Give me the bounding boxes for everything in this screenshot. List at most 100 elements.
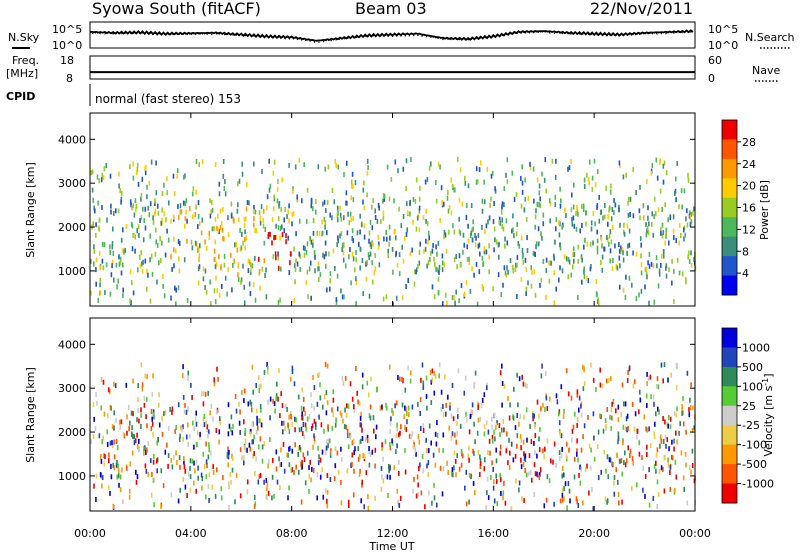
velocity-cell — [352, 492, 355, 498]
velocity-cell — [608, 377, 610, 383]
velocity-cell — [234, 393, 237, 399]
power-cell — [298, 157, 301, 163]
velocity-cell — [538, 475, 541, 481]
velocity-cell — [312, 375, 314, 380]
power-cell — [613, 210, 615, 215]
velocity-cell — [646, 381, 648, 387]
velocity-cell — [691, 448, 694, 454]
velocity-cell — [468, 445, 470, 451]
power-cell — [586, 241, 588, 247]
velocity-cell — [117, 473, 120, 479]
velocity-cell — [251, 407, 253, 413]
power-cell — [129, 164, 131, 170]
velocity-cell — [187, 441, 189, 447]
x-tick-label: 12:00 — [377, 527, 409, 540]
velocity-cell — [256, 408, 258, 414]
velocity-cell — [617, 436, 620, 442]
velocity-cell — [271, 495, 273, 501]
power-cell — [237, 202, 239, 208]
velocity-cell — [483, 424, 486, 430]
velocity-cell — [205, 494, 207, 500]
velocity-cell — [472, 448, 474, 454]
velocity-cell — [623, 460, 625, 466]
power-cell — [154, 198, 156, 204]
power-cell — [543, 177, 546, 183]
colorbar-tick-label: -100 — [742, 439, 767, 452]
velocity-cell — [508, 415, 511, 421]
power-cell — [368, 254, 370, 260]
velocity-cell — [112, 462, 114, 468]
velocity-cell — [193, 480, 195, 486]
power-cell — [263, 240, 266, 246]
velocity-cell — [571, 437, 573, 443]
velocity-cell — [206, 427, 208, 433]
velocity-cell — [647, 427, 649, 433]
velocity-cell — [613, 475, 616, 480]
power-cell — [506, 179, 509, 185]
velocity-cell — [152, 431, 154, 437]
velocity-cell — [251, 439, 253, 445]
velocity-cell — [257, 375, 260, 381]
power-cell — [437, 161, 440, 167]
velocity-cell — [501, 381, 504, 386]
power-cell — [306, 187, 309, 193]
power-cell — [99, 282, 101, 288]
power-cell — [308, 266, 311, 272]
power-cell — [435, 244, 437, 250]
power-cell — [673, 235, 675, 240]
power-cell — [167, 237, 170, 243]
velocity-cell — [412, 488, 414, 494]
velocity-cell — [199, 431, 201, 437]
power-cell — [254, 255, 256, 261]
velocity-cell — [600, 414, 602, 420]
power-cell — [644, 284, 646, 290]
velocity-cell — [510, 506, 513, 512]
velocity-cell — [326, 498, 328, 504]
velocity-cell — [648, 502, 651, 508]
velocity-cell — [499, 370, 502, 376]
velocity-cell — [442, 432, 445, 438]
velocity-cell — [493, 412, 496, 418]
power-cell — [133, 212, 136, 218]
velocity-cell — [578, 407, 580, 413]
power-cell — [258, 269, 261, 274]
power-cell — [430, 161, 432, 167]
power-cell — [119, 256, 122, 262]
velocity-cell — [434, 431, 437, 437]
velocity-cell — [632, 460, 634, 466]
power-cell — [483, 199, 486, 205]
noise-series — [89, 29, 694, 43]
x-axis-ticks: 00:00 04:00 08:00 12:00 16:00 20:00 00:00 — [74, 113, 711, 540]
power-cell — [237, 181, 239, 187]
power-cell — [312, 242, 314, 248]
power-cell — [577, 295, 579, 301]
power-cell — [685, 279, 687, 285]
velocity-cell — [189, 487, 192, 493]
power-cell — [173, 263, 175, 269]
power-cell — [292, 186, 294, 192]
power-cell — [488, 269, 490, 275]
power-cell — [668, 240, 670, 246]
velocity-cell — [288, 446, 290, 452]
power-cell — [277, 216, 280, 222]
velocity-cell — [626, 458, 628, 464]
velocity-cell — [411, 431, 414, 437]
power-cell — [565, 256, 568, 262]
velocity-cell — [580, 412, 583, 418]
power-cell — [667, 217, 669, 223]
power-cell — [539, 196, 541, 202]
power-cell — [559, 242, 561, 248]
velocity-cell — [430, 379, 433, 385]
power-cell — [305, 249, 308, 255]
power-cell — [481, 198, 484, 204]
velocity-cell — [219, 420, 222, 426]
velocity-cell — [655, 460, 657, 466]
power-cell — [290, 251, 292, 257]
power-cell — [644, 267, 647, 273]
power-cell — [542, 258, 545, 264]
power-cell — [208, 230, 211, 236]
power-cell — [371, 260, 373, 266]
velocity-cell — [137, 397, 139, 403]
velocity-cell — [243, 419, 245, 425]
power-cell — [405, 185, 407, 191]
